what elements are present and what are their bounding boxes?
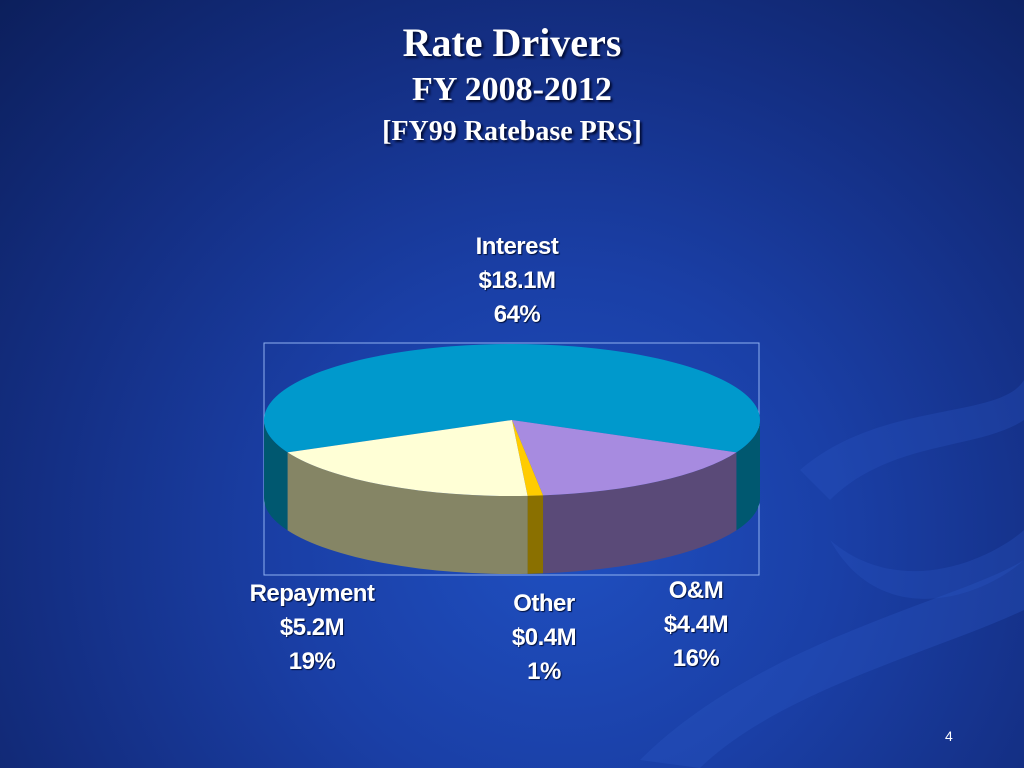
- title-block: Rate Drivers FY 2008-2012 [FY99 Ratebase…: [0, 18, 1024, 152]
- slice-label-om: O&M $4.4M 16%: [636, 574, 756, 676]
- slice-label-repayment: Repayment $5.2M 19%: [237, 577, 387, 679]
- pie-slice-other: [512, 420, 544, 496]
- slice-label-repayment-percent: 19%: [288, 648, 336, 675]
- slice-label-interest: Interest $18.1M 64%: [452, 230, 582, 332]
- slide-subtitle: FY 2008-2012: [412, 71, 612, 108]
- pie-slice-interest: [263, 344, 760, 453]
- slice-label-repayment-value: $5.2M: [279, 614, 345, 641]
- pie-side-other: [527, 495, 544, 574]
- slice-label-repayment-name: Repayment: [249, 580, 375, 607]
- slice-label-other: Other $0.4M 1%: [484, 587, 604, 689]
- slice-label-om-name: O&M: [668, 577, 724, 604]
- slice-label-om-percent: 16%: [672, 645, 720, 672]
- slide-title: Rate Drivers: [402, 20, 622, 65]
- slice-label-interest-name: Interest: [475, 233, 559, 260]
- pie-slice-repayment: [287, 420, 528, 496]
- page-number: 4: [945, 728, 953, 744]
- slice-label-other-name: Other: [513, 590, 575, 617]
- pie-side-om: [543, 452, 737, 574]
- slice-label-interest-percent: 64%: [493, 301, 541, 328]
- slice-label-interest-value: $18.1M: [478, 267, 556, 294]
- slice-label-om-value: $4.4M: [663, 611, 729, 638]
- pie-side-interest: [264, 420, 288, 531]
- slice-label-other-value: $0.4M: [511, 624, 577, 651]
- slide-subtitle-2: [FY99 Ratebase PRS]: [382, 116, 642, 147]
- pie-side-repayment: [287, 452, 528, 574]
- pie-slice-om: [512, 420, 737, 496]
- pie-side-interest-1: [736, 420, 760, 531]
- slice-label-other-percent: 1%: [527, 658, 561, 685]
